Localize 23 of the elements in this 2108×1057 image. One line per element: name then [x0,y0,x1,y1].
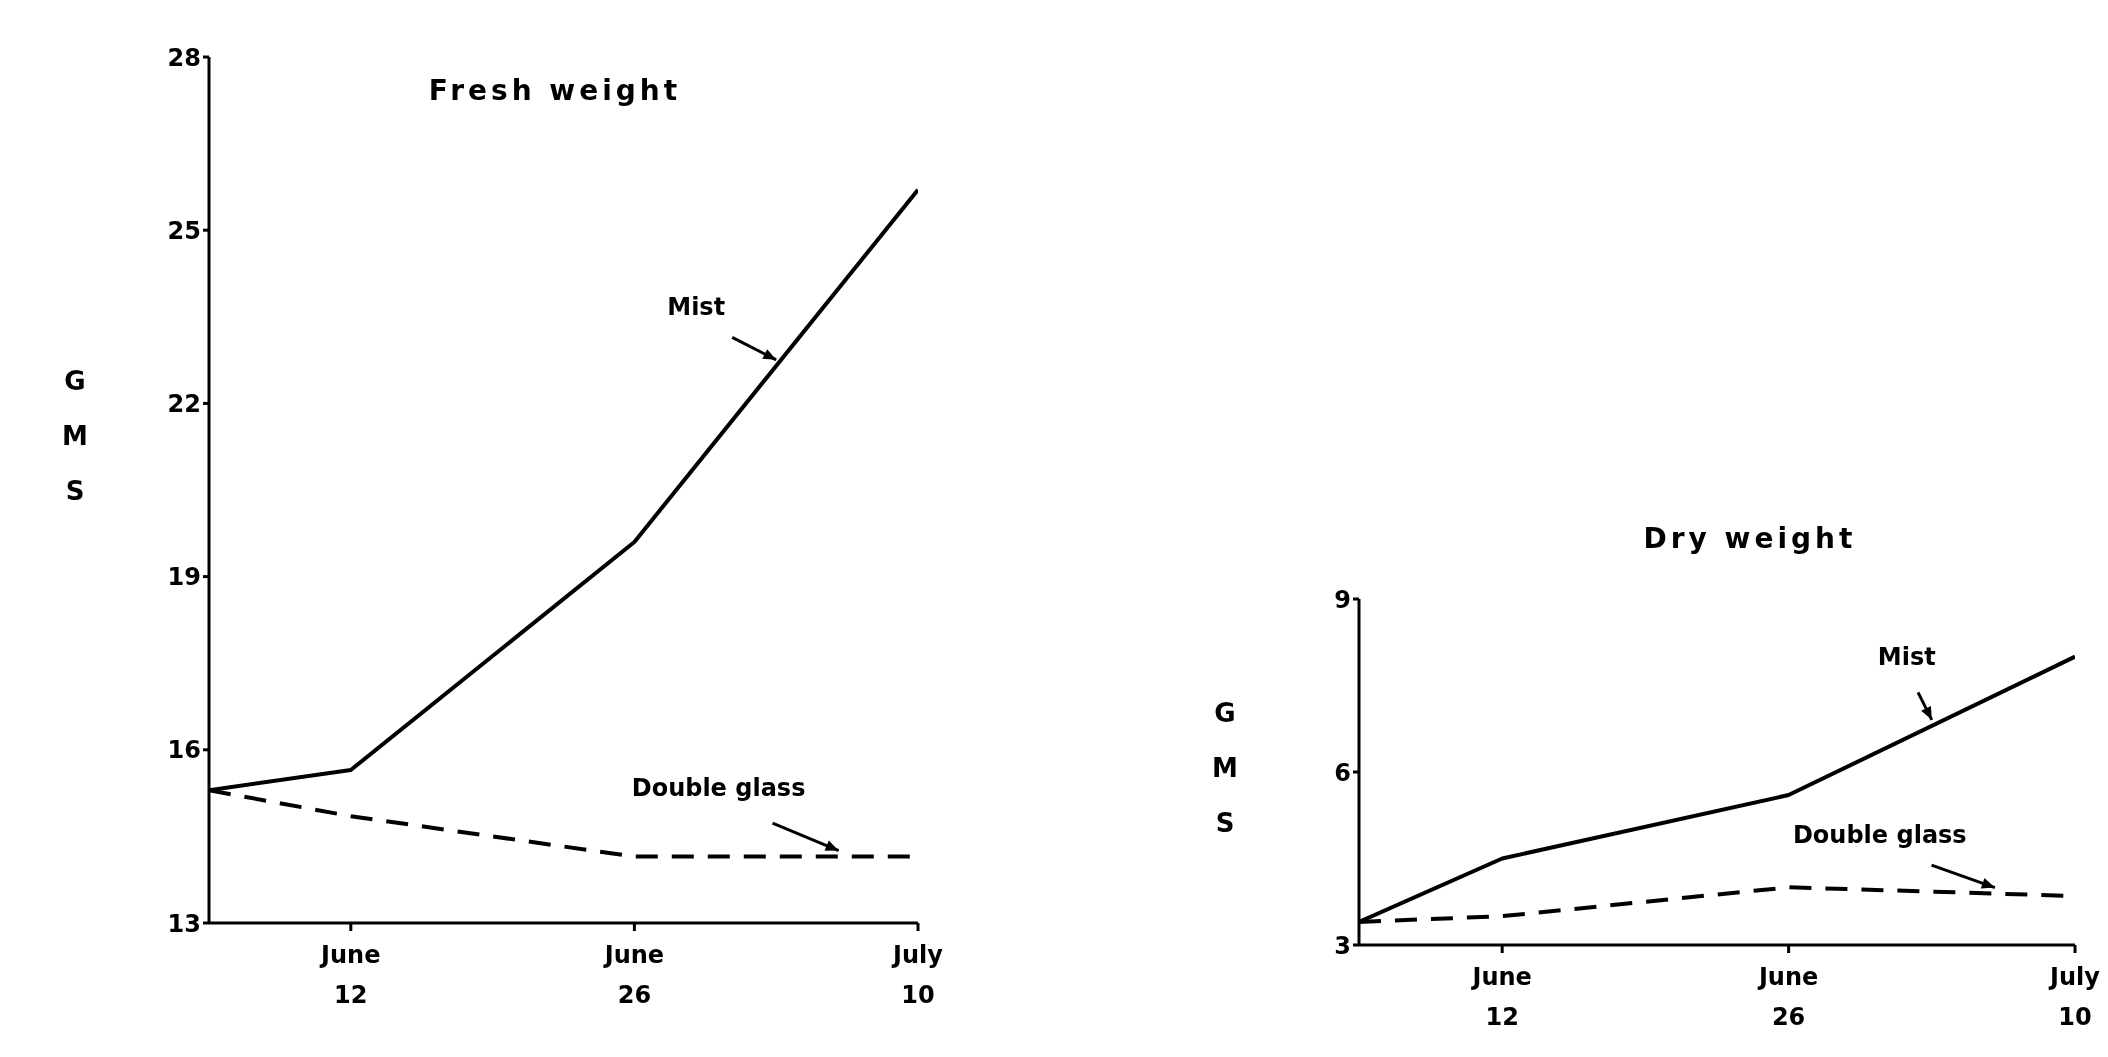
series-label: Mist [1877,642,1936,671]
x-tick-label: June 12 [1470,963,1532,1031]
y-axis-title: GMS [62,366,88,506]
x-tick-label: June 26 [1756,963,1819,1031]
x-tick-label: July 10 [2048,963,2101,1031]
text: Mist [667,292,726,321]
series-label: Double glass [1792,820,1967,849]
x-tick-label: July 10 [891,941,944,1009]
y-tick-label: 25 [167,216,201,245]
y-tick-label: 3 [1334,931,1351,960]
y-tick-label: 16 [167,736,201,765]
y-tick-label: 6 [1334,758,1351,787]
x-tick-label: June 26 [602,941,665,1009]
x-tick-label: June 12 [319,941,381,1009]
y-tick-label: 13 [167,909,201,938]
text: Fresh weight [428,74,682,107]
y-tick-label: 9 [1334,585,1351,614]
text: Double glass [631,773,806,802]
y-axis-title: GMS [1212,698,1238,838]
y-tick-label: 19 [167,563,201,592]
y-tick-label: 22 [167,389,201,418]
chart-title: Dry weight [1643,522,1857,555]
y-tick-label: 28 [167,43,201,72]
